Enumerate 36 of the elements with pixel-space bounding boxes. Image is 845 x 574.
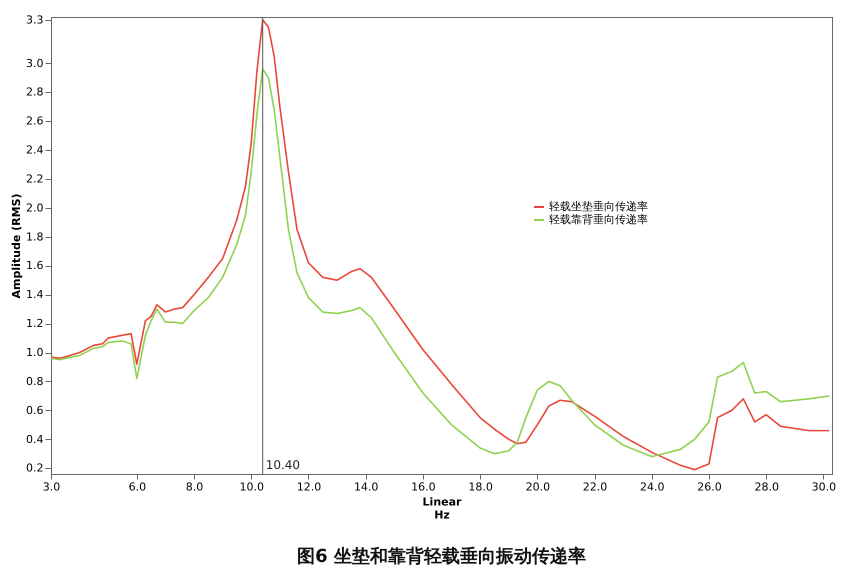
y-tick-label: 3.0 [26,56,44,70]
x-tick-label: 22.0 [582,480,608,494]
x-tick-label: 14.0 [354,480,378,494]
legend-label: 轻载坐垫垂向传递率 [549,200,648,213]
y-tick-label: 2.6 [26,114,44,128]
legend-label: 轻载靠背垂向传递率 [549,213,648,226]
y-tick-label: 0.4 [26,432,44,446]
y-tick-label: 2.0 [26,201,44,214]
x-tick-label: 16.0 [411,480,436,494]
y-tick-label: 0.2 [26,462,44,475]
x-tick-label: 6.0 [128,480,146,494]
x-tick-label: 24.0 [640,480,665,494]
x-tick-label: 10.0 [240,480,264,494]
text: 图6 坐垫和靠背轻载垂向振动传递率 [297,546,586,567]
y-tick-label: 2.4 [26,144,44,157]
x-tick-label: 30.0 [812,480,836,494]
y-axis-title: Amplitude (RMS) [10,193,24,299]
x-tick-label: 28.0 [754,480,779,494]
y-tick-label: 1.8 [26,230,44,244]
y-tick-label: 1.6 [26,259,44,272]
y-tick-label: 1.2 [26,317,44,330]
y-tick-label: 0.6 [26,404,44,417]
y-tick-label: 0.8 [26,374,44,388]
ref-line-label: 10.40 [266,458,300,472]
x-tick-label: 20.0 [526,480,550,494]
x-tick-label: 12.0 [296,480,322,494]
x-tick-label: 8.0 [186,480,204,494]
x-tick-label: 18.0 [468,480,493,494]
y-tick-label: 1.4 [26,288,44,302]
y-tick-label: 2.8 [26,86,44,99]
y-tick-label: 2.2 [26,172,44,186]
y-tick-label: 3.3 [26,13,44,26]
x-tick-label: 26.0 [697,480,722,494]
x-axis-title: Linear Hz [422,496,462,522]
x-tick-label: 3.0 [42,480,60,494]
y-tick-label: 1.0 [26,346,44,360]
